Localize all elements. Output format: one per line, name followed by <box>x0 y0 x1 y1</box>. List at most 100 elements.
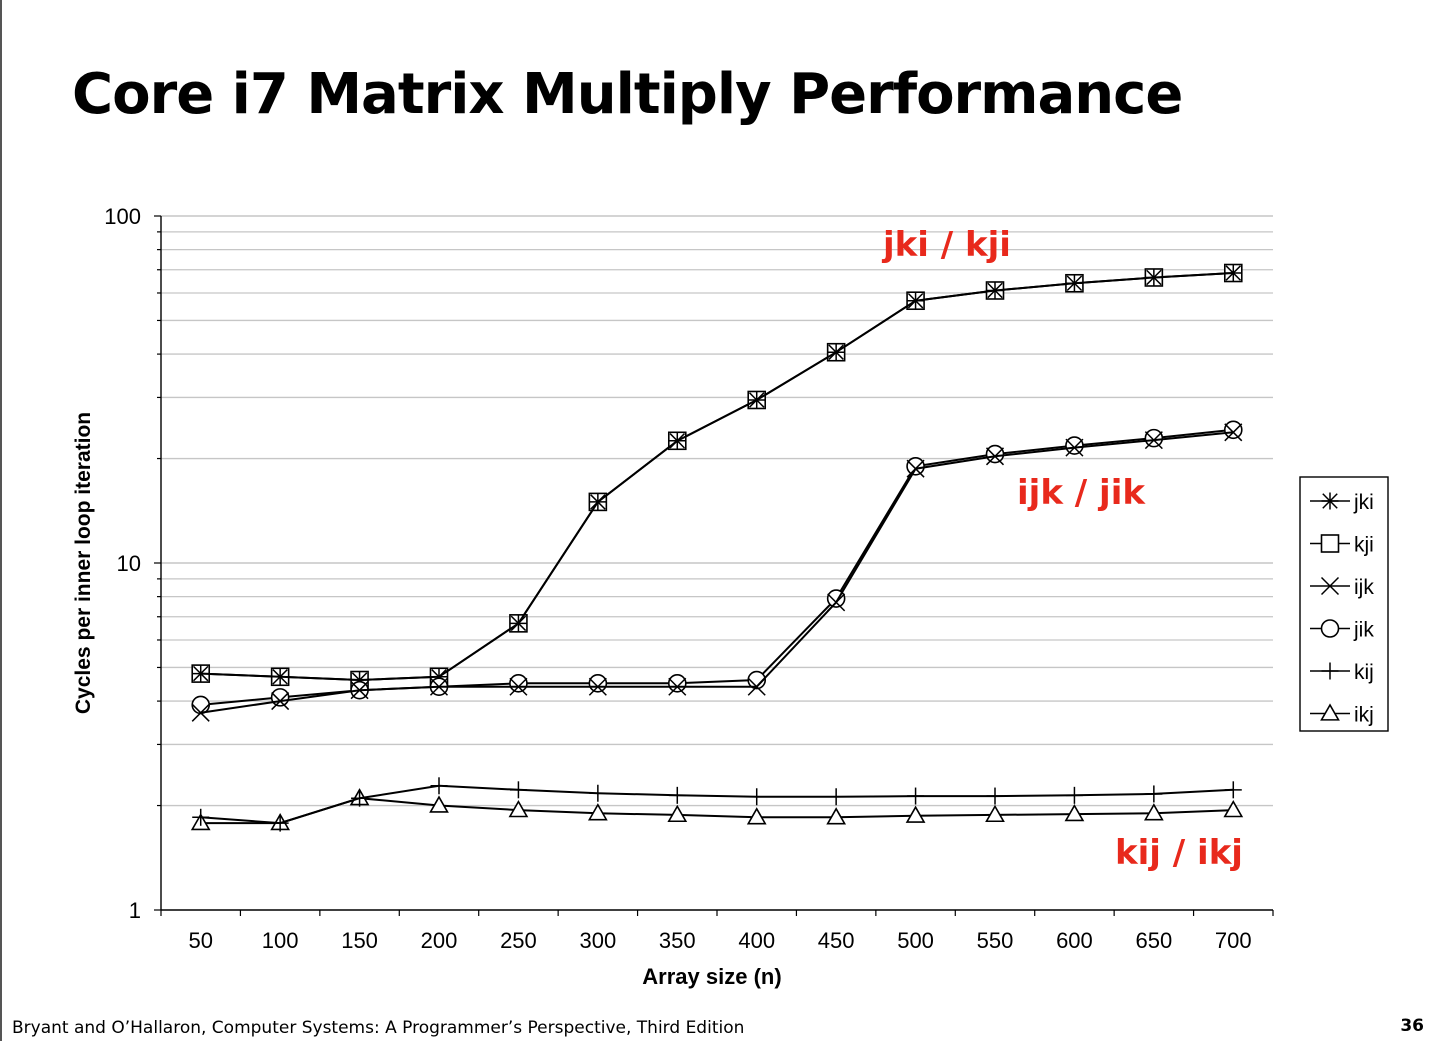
data-point-jki <box>748 391 766 409</box>
data-point-ijk <box>509 677 528 696</box>
x-tick-label: 250 <box>500 928 537 953</box>
annotation-label: jki / kji <box>881 225 1011 265</box>
y-tick-label: 100 <box>104 204 141 229</box>
x-tick-label: 50 <box>188 928 212 953</box>
legend-label: ikj <box>1354 704 1374 727</box>
series-kij <box>192 777 1242 832</box>
legend-marker-ijk <box>1320 576 1340 596</box>
data-point-kij <box>589 784 607 802</box>
data-point-ikj <box>826 807 847 825</box>
legend-label: ijk <box>1354 576 1374 599</box>
x-tick-label: 700 <box>1215 928 1252 953</box>
data-point-ikj <box>746 807 767 825</box>
data-point-jik <box>667 674 687 693</box>
x-tick-label: 100 <box>262 928 299 953</box>
legend-marker-ikj <box>1320 703 1340 721</box>
legend: jki kji ijk jik kij ikj <box>1299 476 1389 732</box>
legend-label: kij <box>1354 661 1374 684</box>
data-point-ikj <box>508 800 529 818</box>
legend-item-ijk: ijk <box>1310 576 1374 599</box>
legend-item-jik: jik <box>1310 619 1374 642</box>
x-tick-label: 550 <box>977 928 1014 953</box>
data-point-ikj <box>429 795 449 813</box>
data-point-ijk <box>1144 431 1163 450</box>
data-point-ijk <box>1224 423 1243 442</box>
legend-marker-kij <box>1321 662 1339 680</box>
data-point-ijk <box>271 692 290 711</box>
data-point-ijk <box>985 447 1005 466</box>
data-point-jki <box>668 432 686 450</box>
data-point-ikj <box>667 804 688 823</box>
data-point-kij <box>351 789 369 807</box>
data-point-ikj <box>1064 803 1085 822</box>
data-point-kij <box>192 808 210 826</box>
annotation-label: ijk / jik <box>1017 473 1146 513</box>
legend-label: jik <box>1353 619 1374 642</box>
data-point-kij <box>271 814 289 832</box>
data-point-jki <box>271 668 289 686</box>
data-point-jik <box>1223 420 1243 440</box>
data-point-ijk <box>350 681 369 700</box>
series-line-ijk <box>200 431 1234 714</box>
data-point-ikj <box>1223 800 1244 818</box>
data-point-jik <box>1065 436 1084 455</box>
y-axis-title: Cycles per inner loop iteration <box>72 412 95 714</box>
data-point-jki <box>1065 274 1083 292</box>
data-point-kij <box>907 787 925 805</box>
data-point-ikj <box>587 803 608 821</box>
legend-item-kji: kji <box>1310 534 1374 557</box>
data-point-jik <box>747 670 767 690</box>
legend-item-kij: kij <box>1310 661 1374 684</box>
data-point-jki <box>986 281 1004 299</box>
data-point-jki <box>589 493 607 511</box>
slide-title: Core i7 Matrix Multiply Performance <box>72 62 1183 127</box>
x-tick-label: 600 <box>1056 928 1093 953</box>
series-ijk <box>191 423 1243 722</box>
x-tick-label: 150 <box>341 928 378 953</box>
data-point-kij <box>509 781 527 799</box>
data-point-ikj <box>985 804 1005 823</box>
series-jki <box>192 264 1242 689</box>
data-point-ijk <box>429 677 449 696</box>
legend-item-jki: jki <box>1310 491 1374 514</box>
annotation-label: kij / ikj <box>1115 833 1243 873</box>
series-line-kij <box>200 784 1234 825</box>
data-point-ijk <box>1065 438 1084 457</box>
data-point-ijk <box>191 703 210 722</box>
page-number: 36 <box>1400 1016 1424 1036</box>
legend-label: jki <box>1353 491 1374 514</box>
data-point-jki <box>509 614 527 632</box>
data-point-jik <box>1144 428 1164 448</box>
data-point-kij <box>1145 785 1163 803</box>
y-tick-label: 1 <box>129 898 141 923</box>
data-point-ijk <box>668 677 687 696</box>
legend-marker-jik <box>1320 619 1340 638</box>
data-point-jki <box>827 343 845 361</box>
data-point-jki <box>1145 268 1163 286</box>
data-point-jik <box>906 456 925 476</box>
data-point-kij <box>1065 786 1083 804</box>
footer-citation: Bryant and O’Hallaron, Computer Systems:… <box>12 1018 745 1038</box>
data-point-kij <box>827 788 845 806</box>
gridlines <box>161 215 1273 807</box>
series-line-jki <box>200 272 1234 682</box>
data-point-jik <box>270 688 290 707</box>
data-point-ikj <box>905 805 926 823</box>
x-tick-label: 500 <box>897 928 934 953</box>
legend-box <box>1299 476 1389 732</box>
data-point-kij <box>748 788 766 806</box>
legend-item-ikj: ikj <box>1310 703 1374 727</box>
data-point-ijk <box>827 593 846 612</box>
data-point-jik <box>191 695 211 715</box>
data-point-jik <box>985 444 1005 464</box>
data-point-ijk <box>747 677 766 696</box>
data-point-ikj <box>1143 803 1164 821</box>
data-point-jik <box>588 674 608 693</box>
x-tick-label: 650 <box>1135 928 1172 953</box>
series-line-ikj <box>200 797 1234 825</box>
x-tick-label: 300 <box>579 928 616 953</box>
x-tick-label: 200 <box>421 928 458 953</box>
x-tick-label: 350 <box>659 928 696 953</box>
legend-marker-jki <box>1321 492 1339 510</box>
data-point-jki <box>907 292 925 310</box>
